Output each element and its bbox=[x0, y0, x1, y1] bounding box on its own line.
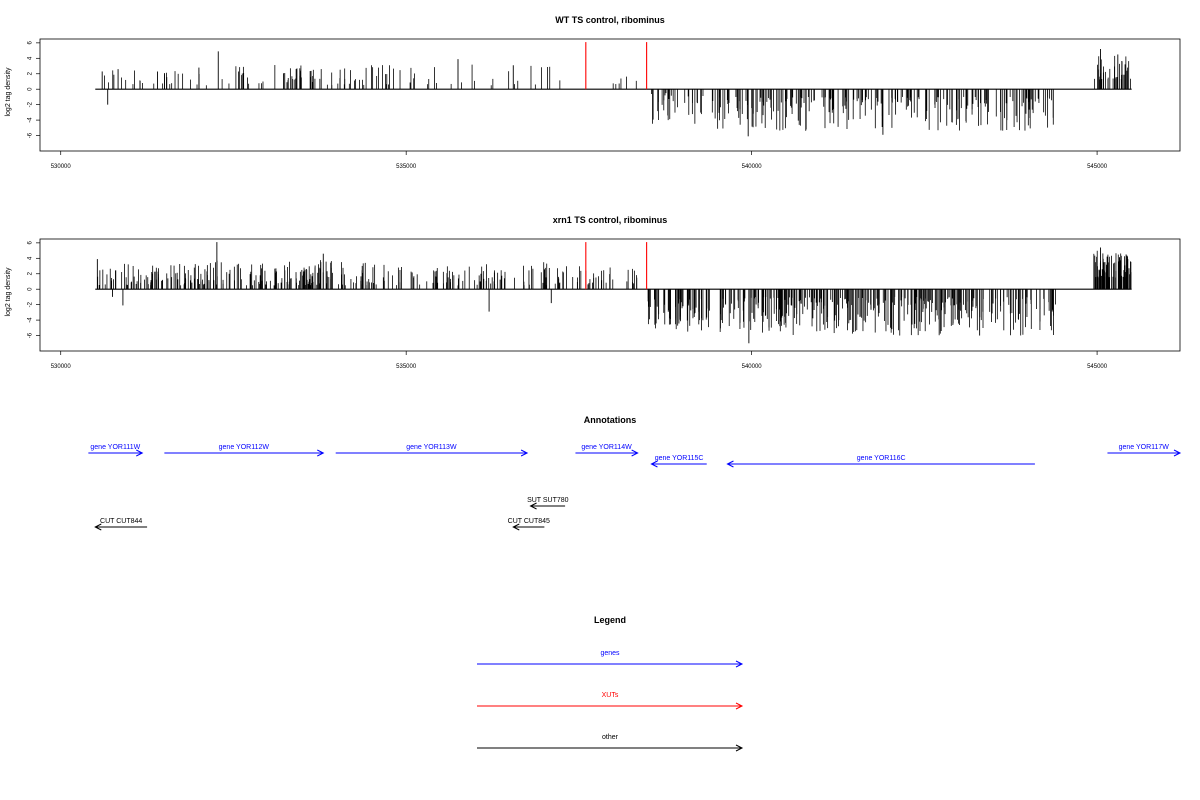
arrow-head bbox=[136, 449, 144, 457]
arrow-head bbox=[1173, 449, 1182, 457]
panel-xrn1-ts-control: xrn1 TS control, ribominus log2 tag dens… bbox=[5, 215, 1181, 370]
x-axis: 530000 535000 540000 545000 bbox=[51, 151, 1108, 170]
density-bars bbox=[95, 42, 1132, 137]
y-tick-label: 2 bbox=[28, 271, 34, 275]
y-tick-label: 6 bbox=[28, 241, 34, 245]
plot-frame bbox=[39, 38, 1181, 152]
gene-feature: gene YOR115C bbox=[650, 455, 707, 468]
arrow-head bbox=[650, 460, 658, 468]
legend-item: XUTs bbox=[477, 692, 744, 710]
arrow-head bbox=[520, 449, 529, 457]
x-tick-label: 545000 bbox=[1087, 364, 1108, 370]
y-axis-label: log2 tag density bbox=[5, 67, 12, 117]
arrow-head bbox=[529, 502, 537, 510]
annotations-track: Annotations gene YOR111W gene YOR112W gene… bbox=[88, 415, 1182, 531]
arrow-head bbox=[631, 449, 639, 457]
y-tick-label: -2 bbox=[28, 301, 34, 307]
y-tick-label: 2 bbox=[28, 71, 34, 75]
y-tick-label: 4 bbox=[28, 256, 34, 260]
legend-label: genes bbox=[600, 650, 620, 657]
feature-label: gene YOR116C bbox=[857, 455, 906, 462]
feature-label: gene YOR113W bbox=[406, 444, 457, 451]
arrow-head bbox=[726, 460, 734, 468]
feature-label: SUT SUT780 bbox=[527, 497, 569, 504]
x-tick-label: 545000 bbox=[1087, 164, 1108, 170]
feature-label: gene YOR114W bbox=[581, 444, 632, 451]
y-tick-label: 6 bbox=[28, 41, 34, 45]
x-tick-label: 540000 bbox=[742, 164, 763, 170]
feature-label: gene YOR112W bbox=[219, 444, 270, 451]
panel-wt-ts-control: WT TS control, ribominus log2 tag densit… bbox=[5, 15, 1181, 170]
arrow-head bbox=[94, 523, 102, 531]
x-tick-label: 540000 bbox=[742, 364, 763, 370]
gene-feature: gene YOR117W bbox=[1107, 444, 1182, 457]
x-tick-label: 530000 bbox=[51, 164, 72, 170]
arrow-head bbox=[512, 523, 520, 531]
y-tick-label: -6 bbox=[28, 332, 34, 338]
feature-label: CUT CUT844 bbox=[100, 518, 142, 525]
y-tick-label: -2 bbox=[28, 101, 34, 107]
legend-item: genes bbox=[477, 650, 744, 668]
other-feature: CUT CUT844 bbox=[94, 518, 148, 531]
legend-label: XUTs bbox=[602, 692, 619, 699]
panel-title: xrn1 TS control, ribominus bbox=[553, 215, 668, 225]
other-feature: CUT CUT845 bbox=[508, 518, 550, 531]
y-axis: 6 4 2 0 -2 -4 -6 bbox=[28, 241, 40, 338]
density-bars bbox=[95, 242, 1132, 344]
feature-label: gene YOR111W bbox=[90, 444, 140, 451]
annotations-title: Annotations bbox=[584, 415, 637, 425]
y-axis-label: log2 tag density bbox=[5, 267, 12, 317]
legend-item: other bbox=[477, 734, 744, 752]
arrow-head bbox=[317, 449, 325, 457]
y-tick-label: -4 bbox=[28, 317, 34, 323]
y-tick-label: -6 bbox=[28, 132, 34, 138]
gene-feature: gene YOR114W bbox=[575, 444, 639, 457]
gene-feature: gene YOR113W bbox=[335, 444, 529, 457]
plot-frame bbox=[39, 238, 1181, 352]
legend-title: Legend bbox=[594, 615, 626, 625]
gene-feature: gene YOR112W bbox=[164, 444, 325, 457]
legend-items: genes XUTs other bbox=[477, 650, 744, 752]
feature-label: gene YOR117W bbox=[1119, 444, 1170, 451]
gene-feature: gene YOR111W bbox=[88, 444, 144, 457]
x-axis: 530000 535000 540000 545000 bbox=[51, 351, 1108, 370]
gene-feature: gene YOR116C bbox=[726, 455, 1035, 468]
x-tick-label: 535000 bbox=[396, 164, 417, 170]
other-feature: SUT SUT780 bbox=[527, 497, 569, 510]
feature-label: CUT CUT845 bbox=[508, 518, 550, 525]
annotation-features: gene YOR111W gene YOR112W gene YOR113W gene… bbox=[88, 444, 1182, 531]
y-axis: 6 4 2 0 -2 -4 -6 bbox=[28, 41, 40, 138]
legend-arrow-head bbox=[735, 702, 744, 710]
x-tick-label: 530000 bbox=[51, 364, 72, 370]
legend-arrow-head bbox=[735, 660, 744, 668]
feature-label: gene YOR115C bbox=[655, 455, 704, 462]
legend: Legend genes XUTs other bbox=[477, 615, 744, 752]
panel-title: WT TS control, ribominus bbox=[555, 15, 665, 25]
legend-arrow-head bbox=[735, 744, 744, 752]
y-tick-label: 4 bbox=[28, 56, 34, 60]
y-tick-label: 0 bbox=[28, 87, 34, 91]
x-tick-label: 535000 bbox=[396, 364, 417, 370]
y-tick-label: 0 bbox=[28, 287, 34, 291]
y-tick-label: -4 bbox=[28, 117, 34, 123]
legend-label: other bbox=[602, 734, 619, 741]
